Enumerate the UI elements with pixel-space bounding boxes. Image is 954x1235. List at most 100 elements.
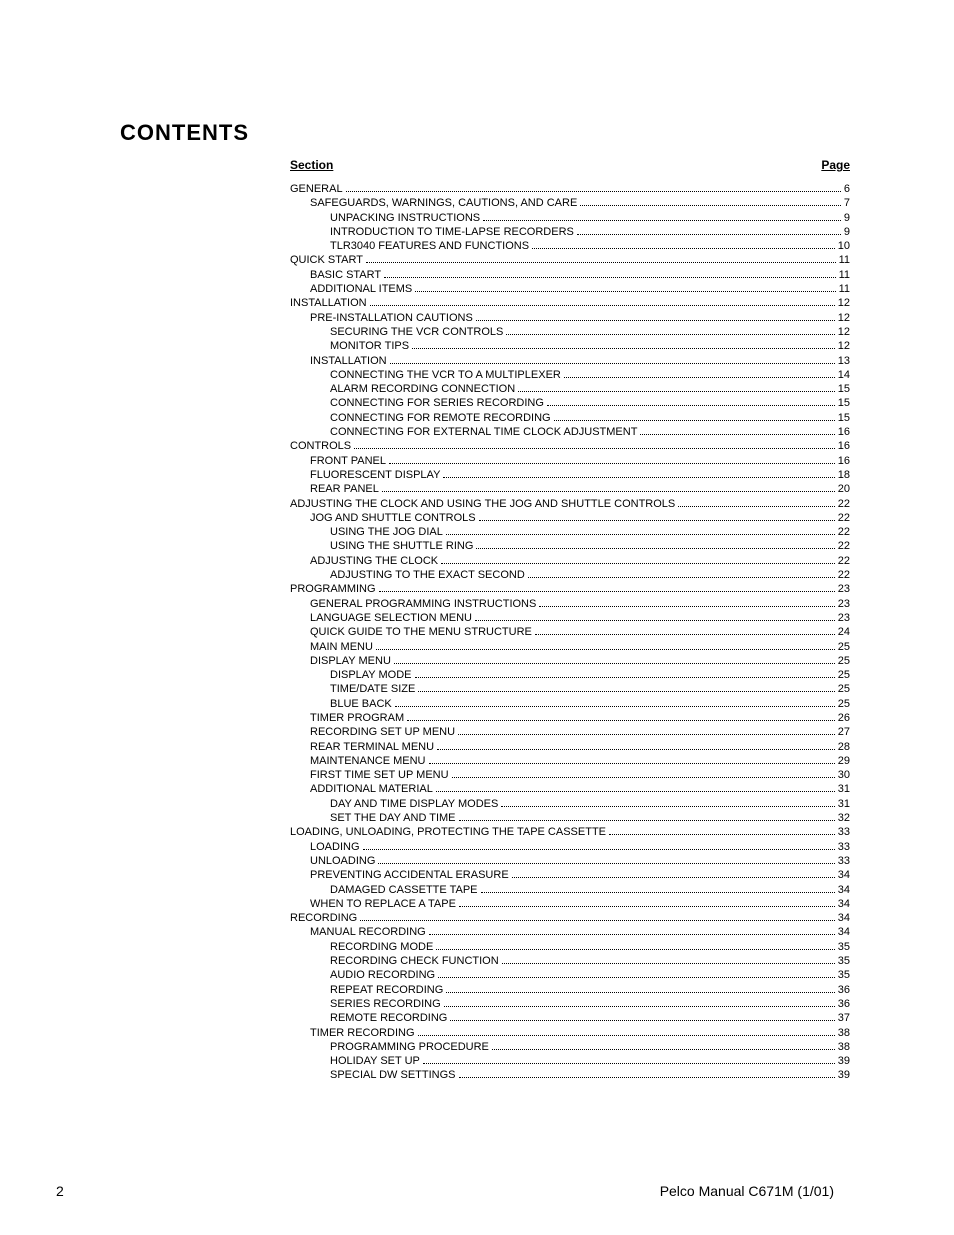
- toc-page: 9: [844, 211, 850, 225]
- toc-page: 22: [838, 525, 850, 539]
- toc-label: USING THE JOG DIAL: [330, 525, 443, 539]
- toc-leader-dots: [429, 934, 835, 935]
- toc-row: RECORDING MODE 35: [290, 940, 850, 954]
- toc-leader-dots: [415, 677, 835, 678]
- page: CONTENTS Section Page GENERAL 6SAFEGUARD…: [0, 0, 954, 1235]
- toc-label: GENERAL: [290, 182, 343, 196]
- toc-label: CONNECTING FOR SERIES RECORDING: [330, 396, 544, 410]
- toc-label: BLUE BACK: [330, 697, 392, 711]
- toc-label: SECURING THE VCR CONTROLS: [330, 325, 503, 339]
- toc-page: 33: [838, 840, 850, 854]
- toc-leader-dots: [407, 720, 835, 721]
- toc-leader-dots: [415, 291, 835, 292]
- toc-leader-dots: [379, 591, 835, 592]
- toc-label: TIME/DATE SIZE: [330, 682, 415, 696]
- toc-leader-dots: [502, 963, 835, 964]
- toc-row: TLR3040 FEATURES AND FUNCTIONS 10: [290, 239, 850, 253]
- toc-label: RECORDING CHECK FUNCTION: [330, 954, 499, 968]
- contents-heading: CONTENTS: [120, 120, 834, 146]
- toc-label: MAINTENANCE MENU: [310, 754, 426, 768]
- toc-page: 34: [838, 911, 850, 925]
- toc-leader-dots: [501, 806, 834, 807]
- toc-row: SECURING THE VCR CONTROLS 12: [290, 325, 850, 339]
- toc-label: LOADING, UNLOADING, PROTECTING THE TAPE …: [290, 825, 606, 839]
- toc-page: 26: [838, 711, 850, 725]
- toc-label: ADJUSTING THE CLOCK: [310, 554, 438, 568]
- toc-page: 34: [838, 925, 850, 939]
- toc-label: ADJUSTING THE CLOCK AND USING THE JOG AN…: [290, 497, 675, 511]
- toc-leader-dots: [476, 548, 834, 549]
- toc-leader-dots: [506, 334, 834, 335]
- toc-leader-dots: [443, 477, 834, 478]
- toc-leader-dots: [512, 877, 835, 878]
- toc-row: DISPLAY MODE 25: [290, 668, 850, 682]
- toc-leader-dots: [366, 262, 836, 263]
- toc-row: DISPLAY MENU 25: [290, 654, 850, 668]
- toc-leader-dots: [412, 348, 835, 349]
- toc-header-right: Page: [821, 158, 850, 172]
- toc-leader-dots: [436, 949, 834, 950]
- toc-label: ADDITIONAL MATERIAL: [310, 782, 433, 796]
- toc-leader-dots: [395, 706, 835, 707]
- toc-row: AUDIO RECORDING 35: [290, 968, 850, 982]
- toc-label: TIMER PROGRAM: [310, 711, 404, 725]
- toc-leader-dots: [382, 491, 835, 492]
- toc-label: BASIC START: [310, 268, 381, 282]
- toc-row: REPEAT RECORDING 36: [290, 983, 850, 997]
- toc-row: JOG AND SHUTTLE CONTROLS 22: [290, 511, 850, 525]
- toc-leader-dots: [458, 734, 835, 735]
- toc-leader-dots: [438, 977, 835, 978]
- toc-row: ADDITIONAL ITEMS 11: [290, 282, 850, 296]
- toc-row: USING THE JOG DIAL 22: [290, 525, 850, 539]
- toc-leader-dots: [429, 763, 835, 764]
- toc-label: MAIN MENU: [310, 640, 373, 654]
- toc-page: 34: [838, 868, 850, 882]
- toc-row: DAY AND TIME DISPLAY MODES 31: [290, 797, 850, 811]
- toc-page: 34: [838, 897, 850, 911]
- toc-row: FIRST TIME SET UP MENU 30: [290, 768, 850, 782]
- toc-row: SERIES RECORDING 36: [290, 997, 850, 1011]
- toc-row: SAFEGUARDS, WARNINGS, CAUTIONS, AND CARE…: [290, 196, 850, 210]
- toc-row: HOLIDAY SET UP 39: [290, 1054, 850, 1068]
- toc-page: 36: [838, 983, 850, 997]
- toc-row: REMOTE RECORDING 37: [290, 1011, 850, 1025]
- toc-page: 28: [838, 740, 850, 754]
- page-number: 2: [56, 1183, 64, 1199]
- toc-page: 16: [838, 454, 850, 468]
- toc-label: MANUAL RECORDING: [310, 925, 426, 939]
- toc-page: 16: [838, 439, 850, 453]
- toc-page: 36: [838, 997, 850, 1011]
- toc-row: PROGRAMMING PROCEDURE 38: [290, 1040, 850, 1054]
- toc-leader-dots: [452, 777, 835, 778]
- toc-label: USING THE SHUTTLE RING: [330, 539, 473, 553]
- toc-label: TLR3040 FEATURES AND FUNCTIONS: [330, 239, 529, 253]
- toc-label: DISPLAY MENU: [310, 654, 391, 668]
- toc-leader-dots: [418, 1035, 835, 1036]
- toc-label: CONNECTING THE VCR TO A MULTIPLEXER: [330, 368, 561, 382]
- toc-header: Section Page: [290, 158, 850, 172]
- toc-leader-dots: [481, 892, 835, 893]
- toc-leader-dots: [535, 634, 835, 635]
- toc-row: ADJUSTING THE CLOCK AND USING THE JOG AN…: [290, 497, 850, 511]
- toc-leader-dots: [423, 1063, 835, 1064]
- toc-leader-dots: [389, 463, 835, 464]
- toc-label: LANGUAGE SELECTION MENU: [310, 611, 472, 625]
- toc-row: INSTALLATION 12: [290, 296, 850, 310]
- toc-leader-dots: [609, 834, 835, 835]
- toc-row: UNPACKING INSTRUCTIONS 9: [290, 211, 850, 225]
- toc-row: REAR TERMINAL MENU 28: [290, 740, 850, 754]
- toc-page: 23: [838, 582, 850, 596]
- toc-row: RECORDING 34: [290, 911, 850, 925]
- toc-leader-dots: [539, 606, 834, 607]
- toc-row: ALARM RECORDING CONNECTION 15: [290, 382, 850, 396]
- toc-body: GENERAL 6SAFEGUARDS, WARNINGS, CAUTIONS,…: [290, 182, 850, 1083]
- toc-label: INSTALLATION: [310, 354, 387, 368]
- toc-label: ADDITIONAL ITEMS: [310, 282, 412, 296]
- toc-header-left: Section: [290, 158, 333, 172]
- toc-leader-dots: [436, 791, 835, 792]
- toc-row: LANGUAGE SELECTION MENU 23: [290, 611, 850, 625]
- toc-label: QUICK GUIDE TO THE MENU STRUCTURE: [310, 625, 532, 639]
- toc-row: UNLOADING 33: [290, 854, 850, 868]
- toc-row: FLUORESCENT DISPLAY 18: [290, 468, 850, 482]
- toc-page: 23: [838, 611, 850, 625]
